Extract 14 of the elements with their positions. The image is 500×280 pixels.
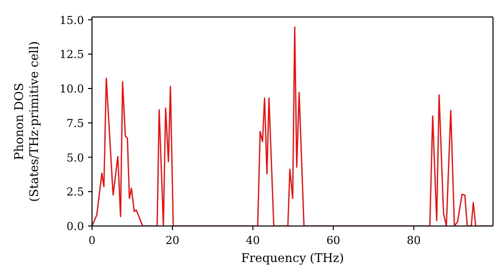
x-tick-label: 40 (246, 234, 260, 247)
y-tick-label: 12.5 (60, 48, 84, 62)
y-tick-label: 5.0 (66, 151, 84, 164)
y-tick-label: 10.0 (60, 82, 84, 96)
x-tick-label: 60 (326, 234, 340, 247)
y-tick-label: 7.5 (66, 116, 84, 130)
x-tick-label: 80 (406, 234, 421, 247)
y-tick-label: 2.5 (66, 186, 84, 199)
x-tick-label: 20 (165, 234, 180, 247)
x-tick-label: 0 (88, 234, 96, 247)
x-axis-title: Frequency (THz) (241, 251, 344, 265)
y-tick-label: 15.0 (60, 14, 84, 27)
y-tick-label: 0.0 (66, 220, 84, 233)
y-axis-title: Phonon DOS (States/THz·primitive cell) (12, 41, 41, 202)
